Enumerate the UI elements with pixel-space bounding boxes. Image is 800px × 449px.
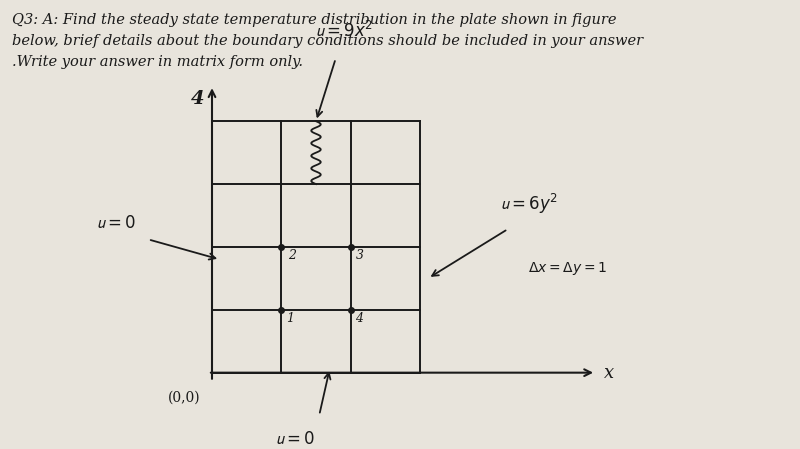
Text: 1: 1	[286, 312, 294, 325]
Text: $\mathcal{u}$$=0$: $\mathcal{u}$$=0$	[275, 431, 315, 448]
Text: (0,0): (0,0)	[168, 390, 200, 405]
Text: 4: 4	[355, 312, 363, 325]
Text: 4: 4	[190, 90, 205, 108]
Text: x: x	[604, 364, 614, 382]
Text: $\mathcal{u}$$=9x^2$: $\mathcal{u}$$=9x^2$	[314, 21, 373, 40]
Text: $\mathcal{u}$$=0$: $\mathcal{u}$$=0$	[96, 215, 136, 232]
Text: $\Delta x = \Delta y = 1$: $\Delta x = \Delta y = 1$	[528, 260, 607, 277]
Text: $\mathcal{u}$$=6y^2$: $\mathcal{u}$$=6y^2$	[500, 191, 558, 216]
Text: 3: 3	[355, 249, 363, 262]
Text: 2: 2	[288, 249, 296, 262]
Text: Q3: A: Find the steady state temperature distribution in the plate shown in figu: Q3: A: Find the steady state temperature…	[12, 13, 643, 69]
